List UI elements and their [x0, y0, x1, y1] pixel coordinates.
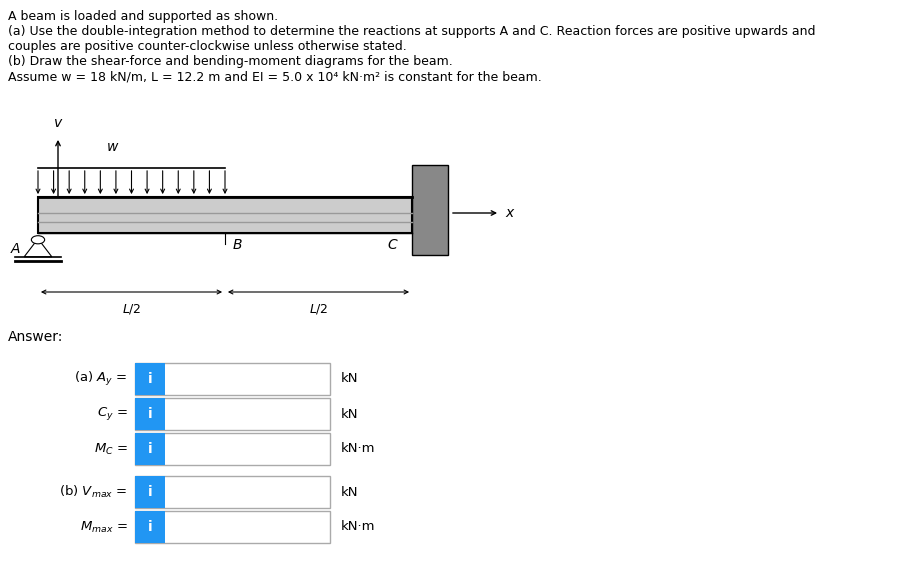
- Text: kN·m: kN·m: [341, 521, 375, 534]
- Text: i: i: [148, 442, 152, 456]
- Text: kN: kN: [341, 408, 359, 421]
- Text: $v$: $v$: [53, 116, 64, 130]
- Text: kN: kN: [341, 486, 359, 499]
- Bar: [135, 476, 330, 508]
- Bar: [135, 476, 165, 508]
- Text: $M_C$ =: $M_C$ =: [93, 442, 127, 456]
- Text: $C_y$ =: $C_y$ =: [97, 406, 127, 422]
- Text: kN·m: kN·m: [341, 443, 375, 456]
- Text: i: i: [148, 372, 152, 386]
- Text: i: i: [148, 485, 152, 499]
- Text: (b) Draw the shear-force and bending-moment diagrams for the beam.: (b) Draw the shear-force and bending-mom…: [8, 55, 453, 68]
- Text: $C$: $C$: [386, 238, 398, 252]
- Bar: [135, 433, 165, 465]
- Text: (b) $V_{max}$ =: (b) $V_{max}$ =: [59, 484, 127, 500]
- Bar: [38, 197, 412, 233]
- Bar: [135, 511, 165, 543]
- Circle shape: [31, 236, 44, 244]
- Bar: [135, 363, 330, 395]
- Bar: [135, 511, 330, 543]
- Text: $B$: $B$: [232, 238, 243, 252]
- Bar: [135, 398, 165, 430]
- Text: $M_{max}$ =: $M_{max}$ =: [80, 519, 127, 535]
- Text: (a) $A_y$ =: (a) $A_y$ =: [74, 370, 127, 388]
- Text: $x$: $x$: [504, 206, 515, 220]
- Polygon shape: [24, 239, 52, 257]
- Text: A beam is loaded and supported as shown.: A beam is loaded and supported as shown.: [8, 10, 278, 23]
- Text: Assume w = 18 kN/m, L = 12.2 m and EI = 5.0 x 10⁴ kN·m² is constant for the beam: Assume w = 18 kN/m, L = 12.2 m and EI = …: [8, 70, 542, 83]
- Text: $L/2$: $L/2$: [309, 302, 328, 316]
- Text: couples are positive counter-clockwise unless otherwise stated.: couples are positive counter-clockwise u…: [8, 40, 407, 53]
- Text: kN: kN: [341, 372, 359, 386]
- Text: $L/2$: $L/2$: [122, 302, 141, 316]
- Text: i: i: [148, 407, 152, 421]
- Text: (a) Use the double-integration method to determine the reactions at supports A a: (a) Use the double-integration method to…: [8, 25, 815, 38]
- Text: $w$: $w$: [106, 140, 120, 154]
- Text: i: i: [148, 520, 152, 534]
- Bar: [135, 433, 330, 465]
- Text: $A$: $A$: [10, 242, 21, 256]
- Bar: [135, 398, 330, 430]
- Bar: [135, 363, 165, 395]
- Bar: [412, 165, 448, 255]
- Text: Answer:: Answer:: [8, 330, 64, 344]
